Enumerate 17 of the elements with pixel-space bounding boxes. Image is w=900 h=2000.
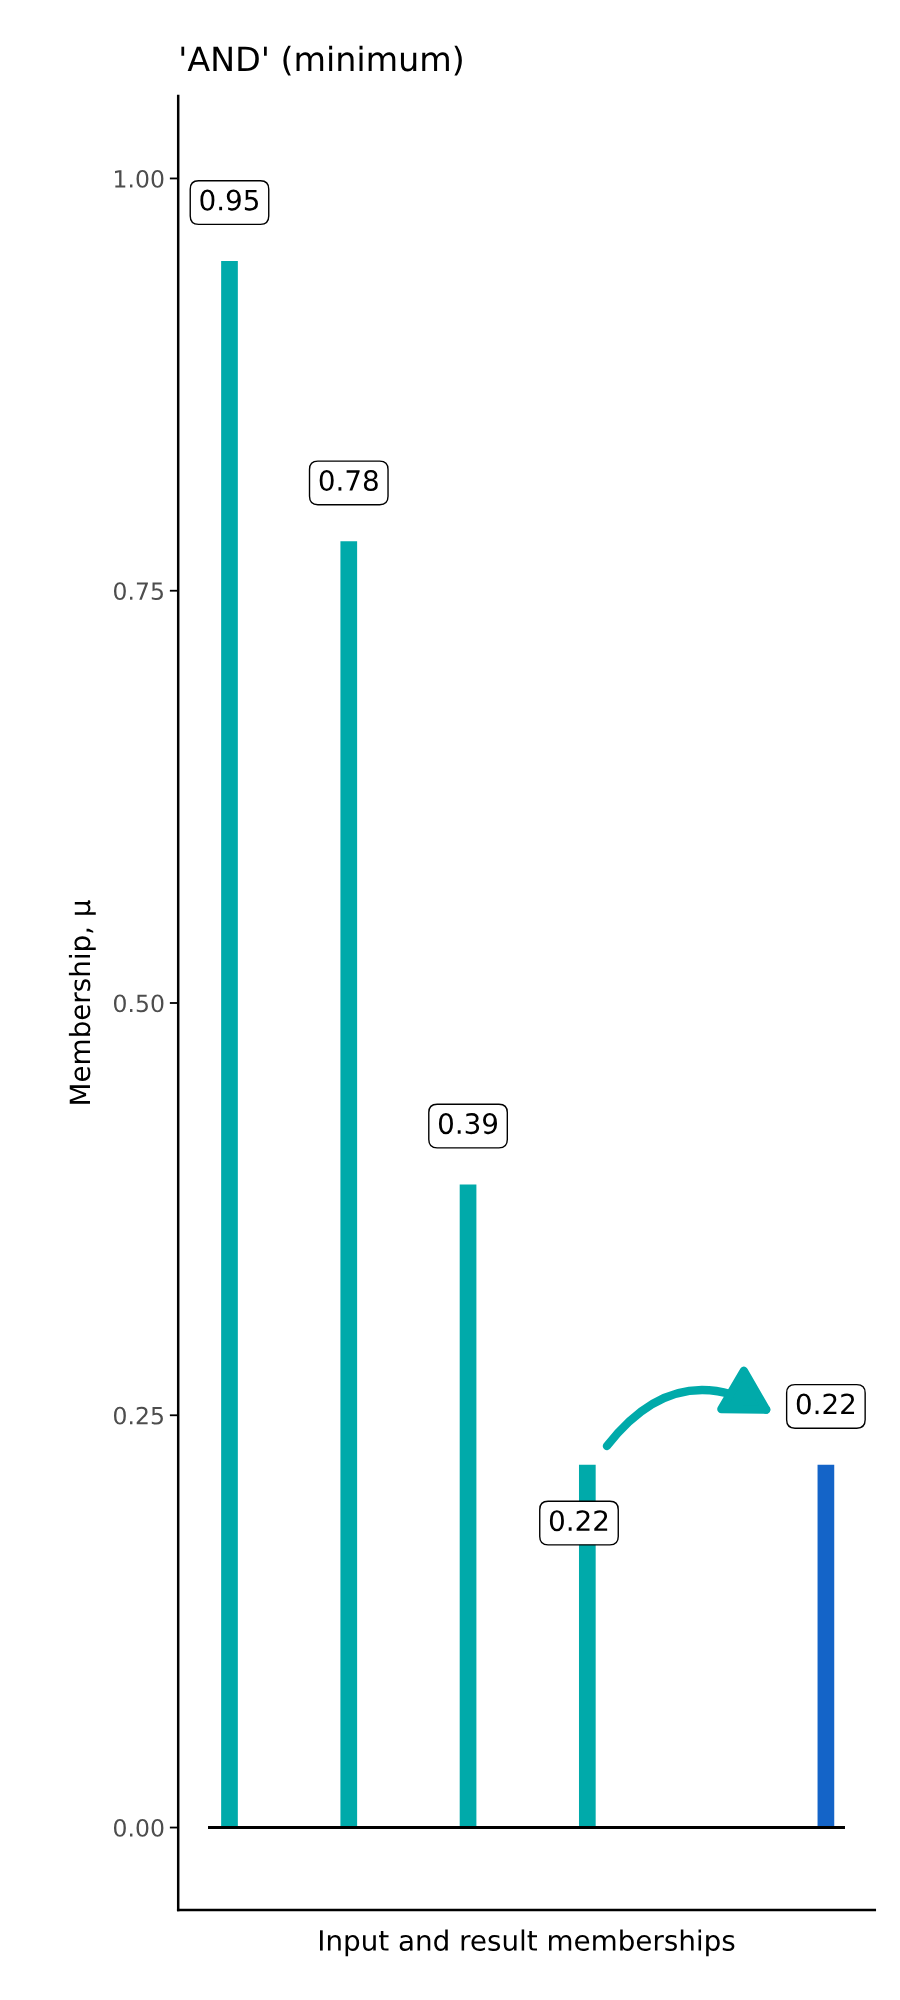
x-axis-title: Input and result memberships [319, 1929, 735, 1957]
data-label: 0.95 [200, 189, 258, 211]
y-axis-title: Membership, μ [68, 900, 96, 1104]
data-label: 0.39 [438, 1113, 498, 1135]
y-tick-label: 1.00 [115, 169, 164, 188]
bar [459, 1184, 477, 1828]
bar [340, 541, 358, 1828]
chart-title: 'AND' (minimum) [181, 45, 462, 76]
bar [221, 260, 238, 1828]
y-tick-label: 0.25 [113, 1406, 163, 1425]
y-tick-label: 0.75 [113, 582, 163, 601]
y-tick-label: 0.50 [113, 994, 164, 1013]
data-label: 0.22 [796, 1393, 855, 1415]
data-label: 0.78 [319, 469, 378, 491]
y-tick-label: 0.00 [113, 1818, 164, 1837]
bar [817, 1464, 835, 1828]
data-label: 0.22 [549, 1510, 608, 1532]
